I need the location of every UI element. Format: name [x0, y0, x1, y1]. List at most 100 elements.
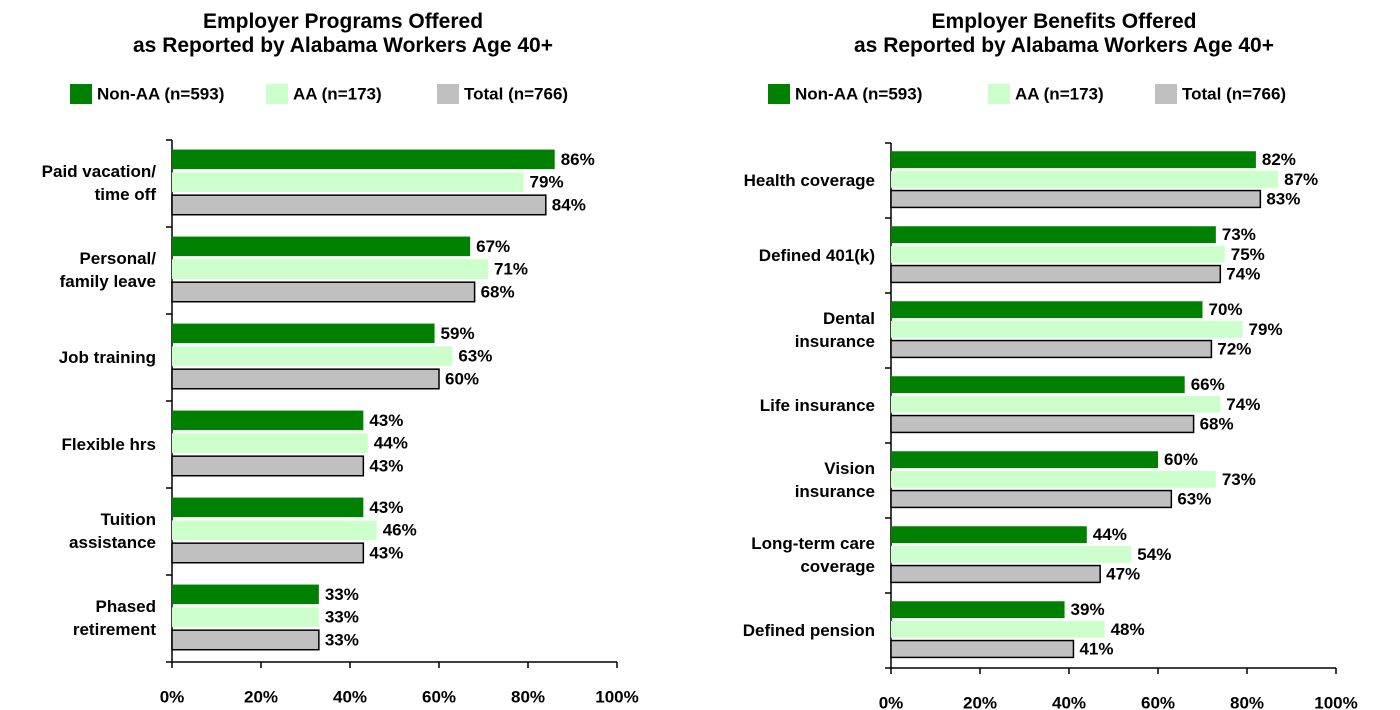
bar — [890, 414, 1195, 434]
bar — [171, 281, 476, 303]
bar — [172, 520, 377, 540]
value-label: 39% — [1071, 600, 1105, 619]
bar — [172, 607, 319, 627]
value-label: 75% — [1231, 245, 1265, 264]
x-tick-label: 20% — [244, 687, 278, 706]
value-label: 60% — [445, 369, 479, 388]
legend-swatch — [70, 84, 92, 104]
x-tick-label: 60% — [422, 687, 456, 706]
bar — [172, 346, 453, 366]
bar — [172, 259, 488, 279]
bar — [891, 376, 1185, 394]
bar — [891, 601, 1065, 619]
bar — [891, 395, 1221, 413]
value-label: 46% — [383, 521, 417, 540]
value-label: 60% — [1164, 450, 1198, 469]
bar — [890, 639, 1075, 659]
y-tick-label: Health coverage — [743, 170, 875, 190]
y-tick-label: Paid vacation/ time off — [41, 161, 156, 205]
value-label: 33% — [325, 585, 359, 604]
value-label: 44% — [1093, 525, 1127, 544]
bar — [172, 323, 435, 344]
legend-label: Non-AA (n=593) — [795, 84, 922, 103]
y-tick-label: Phased retirement — [72, 596, 156, 640]
value-label: 41% — [1079, 639, 1113, 658]
value-label: 43% — [369, 456, 403, 475]
value-label: 43% — [369, 543, 403, 562]
bar — [890, 489, 1173, 509]
bar — [172, 433, 368, 453]
value-label: 33% — [325, 608, 359, 627]
value-label: 73% — [1222, 470, 1256, 489]
value-label: 44% — [374, 434, 408, 453]
value-label: 72% — [1217, 339, 1251, 358]
x-tick-label: 0% — [160, 687, 185, 706]
x-tick-label: 0% — [879, 693, 904, 710]
legend-label: AA (n=173) — [1015, 84, 1104, 103]
y-tick-label: Job training — [58, 347, 156, 367]
legend-label: Total (n=766) — [1182, 84, 1286, 103]
bar — [890, 339, 1213, 359]
chart-title: Employer Benefits Offered as Reported by … — [854, 10, 1274, 57]
value-label: 54% — [1137, 545, 1171, 564]
value-label: 47% — [1106, 564, 1140, 583]
bar — [891, 151, 1256, 169]
value-label: 59% — [441, 324, 475, 343]
y-tick-label: Flexible hrs — [61, 434, 156, 454]
value-label: 71% — [494, 260, 528, 279]
bar — [172, 236, 471, 257]
bar — [891, 245, 1225, 263]
value-label: 67% — [476, 237, 510, 256]
value-label: 73% — [1222, 225, 1256, 244]
x-tick-label: 80% — [511, 687, 545, 706]
bar — [172, 497, 364, 518]
legend-swatch — [266, 84, 288, 104]
x-tick-label: 100% — [1314, 693, 1357, 710]
legend-swatch — [437, 84, 459, 104]
x-tick-label: 100% — [595, 687, 638, 706]
value-label: 70% — [1209, 300, 1243, 319]
bar — [891, 301, 1203, 319]
legend-swatch — [988, 84, 1010, 104]
bar — [891, 620, 1105, 638]
legend-swatch — [768, 84, 790, 104]
bar — [171, 629, 320, 651]
bar — [172, 410, 364, 431]
value-label: 79% — [1249, 320, 1283, 339]
bar — [890, 189, 1262, 209]
value-label: 68% — [481, 282, 515, 301]
value-label: 66% — [1191, 375, 1225, 394]
bar — [891, 470, 1216, 488]
x-tick-label: 80% — [1230, 693, 1264, 710]
y-tick-label: Defined pension — [742, 620, 875, 640]
x-tick-label: 40% — [333, 687, 367, 706]
y-tick-label: Long-term care coverage — [751, 533, 875, 577]
y-tick-label: Vision insurance — [794, 458, 875, 502]
value-label: 82% — [1262, 150, 1296, 169]
value-label: 63% — [1177, 489, 1211, 508]
value-label: 48% — [1111, 620, 1145, 639]
bar — [891, 170, 1279, 188]
bar — [171, 368, 440, 390]
x-tick-label: 40% — [1052, 693, 1086, 710]
y-tick-label: Tuition assistance — [69, 509, 156, 553]
value-label: 83% — [1266, 189, 1300, 208]
bar — [172, 584, 319, 605]
x-tick-label: 60% — [1141, 693, 1175, 710]
value-label: 33% — [325, 630, 359, 649]
y-tick-label: Defined 401(k) — [758, 245, 875, 265]
value-label: 74% — [1226, 264, 1260, 283]
x-tick-label: 20% — [963, 693, 997, 710]
legend-label: Total (n=766) — [464, 84, 568, 103]
value-label: 86% — [561, 150, 595, 169]
bar — [890, 564, 1101, 584]
value-label: 43% — [369, 411, 403, 430]
y-tick-label: Dental insurance — [794, 308, 875, 352]
legend-label: AA (n=173) — [293, 84, 382, 103]
bar — [890, 264, 1222, 284]
bar — [891, 451, 1158, 469]
value-label: 87% — [1284, 170, 1318, 189]
bar — [891, 545, 1132, 563]
